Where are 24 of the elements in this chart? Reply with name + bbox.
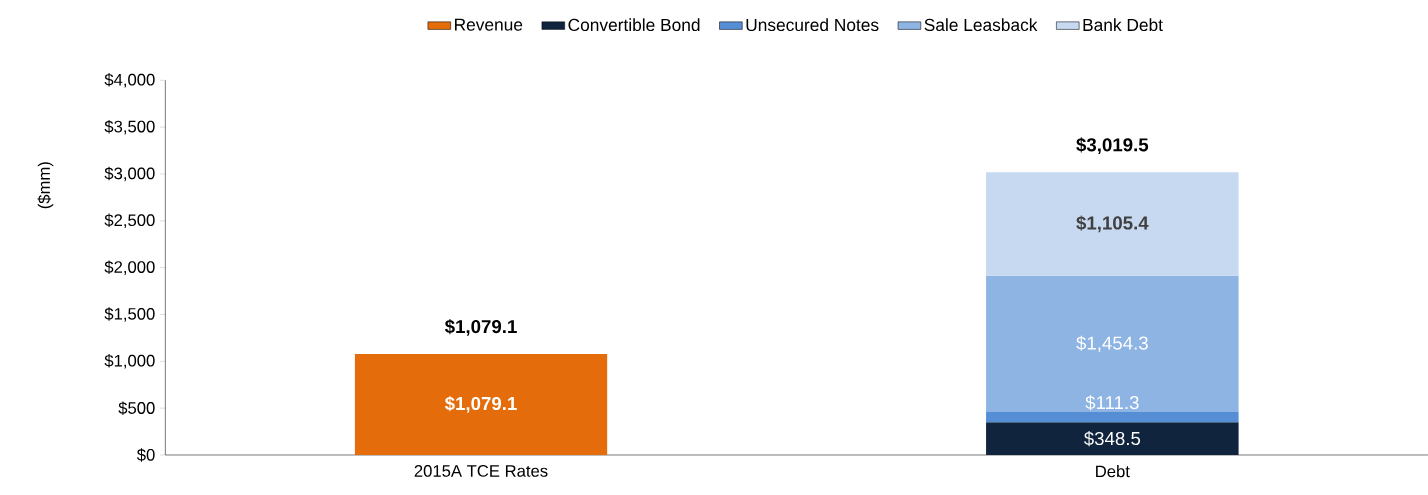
data-label: $1,105.4	[1076, 215, 1149, 233]
x-tick-label: Debt	[1096, 465, 1130, 478]
legend-label: Convertible Bond	[568, 18, 700, 32]
y-tick-label: $1,500	[104, 307, 155, 322]
y-tick-label: $4,000	[104, 73, 155, 88]
data-label: $111.3	[1085, 395, 1139, 411]
y-tick-label: $2,500	[104, 213, 155, 229]
y-tick-label: $2,000	[104, 260, 155, 275]
y-tick-label: $1,000	[104, 354, 155, 369]
legend-label: Unsecured Notes	[746, 18, 879, 32]
legend-label: Revenue	[455, 18, 523, 31]
y-tick-label: $3,000	[104, 166, 155, 182]
total-label: $3,019.5	[1076, 137, 1149, 155]
data-label: $348.5	[1084, 431, 1141, 447]
x-tick-label: 2015A TCE Rates	[414, 465, 548, 477]
legend-label: Bank Debt	[1083, 18, 1163, 32]
data-label: $1,079.1	[444, 396, 517, 413]
y-tick-label: $500	[118, 401, 155, 415]
y-axis-title: ($mm)	[37, 162, 54, 209]
total-label: $1,079.1	[444, 319, 517, 336]
y-tick-label: $0	[136, 448, 155, 462]
legend-label: Sale Leasback	[924, 18, 1038, 32]
y-tick-label: $3,500	[104, 119, 155, 135]
data-label: $1,454.3	[1076, 335, 1148, 352]
